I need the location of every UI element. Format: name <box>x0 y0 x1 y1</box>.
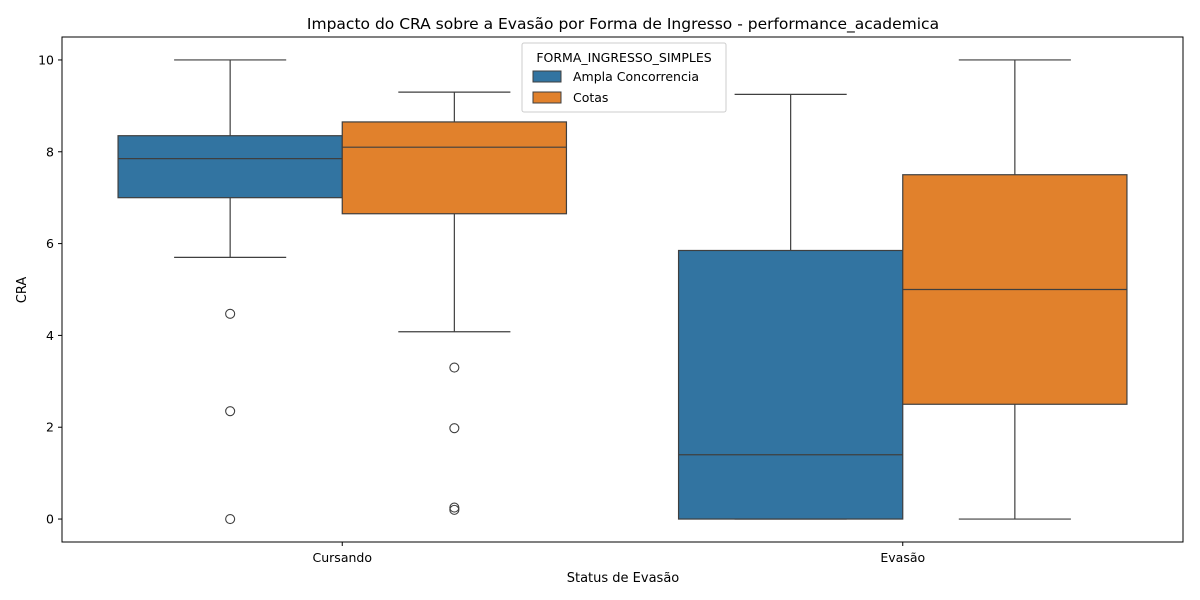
iqr-box <box>341 121 568 215</box>
box-cotas-evasão <box>902 59 1128 520</box>
legend-frame <box>521 42 727 113</box>
box-cotas-cursando <box>341 91 568 515</box>
legend-entries: Ampla Concorrencia Cotas <box>532 69 699 105</box>
y-axis: 0 2 4 6 8 10 <box>38 52 62 527</box>
legend-swatch <box>532 70 562 83</box>
y-axis-label: CRA <box>15 277 30 304</box>
x-axis: Cursando Evasão <box>313 542 925 565</box>
x-axis-label: Status de Evasão <box>567 571 680 586</box>
outlier-point <box>225 406 236 417</box>
outlier-point <box>449 362 460 373</box>
y-tick-label: 0 <box>46 512 54 527</box>
legend: FORMA_INGRESSO_SIMPLES Ampla Concorrenci… <box>521 42 727 113</box>
x-tick-label: Evasão <box>880 550 925 565</box>
legend-title: FORMA_INGRESSO_SIMPLES <box>536 50 711 65</box>
outlier-point <box>225 308 236 319</box>
iqr-box <box>117 135 343 199</box>
box-ampla-concorrencia-cursando <box>117 59 343 525</box>
legend-label: Cotas <box>573 90 608 105</box>
plot-area <box>117 59 1128 525</box>
iqr-box <box>677 249 904 520</box>
y-tick-label: 10 <box>38 52 54 67</box>
legend-label: Ampla Concorrencia <box>573 69 699 84</box>
y-tick-label: 6 <box>46 236 54 251</box>
plot-frame <box>61 36 1184 543</box>
y-tick-label: 8 <box>46 144 54 159</box>
chart-title: Impacto do CRA sobre a Evasão por Forma … <box>307 15 939 34</box>
x-tick-label: Cursando <box>313 550 372 565</box>
outlier-point <box>225 513 236 525</box>
y-tick-label: 2 <box>46 420 54 435</box>
outlier-point <box>449 502 460 513</box>
outlier-point <box>449 423 460 434</box>
outlier-point <box>449 504 460 515</box>
box-ampla-concorrencia-evasão <box>677 93 904 520</box>
legend-swatch <box>532 91 562 104</box>
y-tick-label: 4 <box>46 328 54 343</box>
